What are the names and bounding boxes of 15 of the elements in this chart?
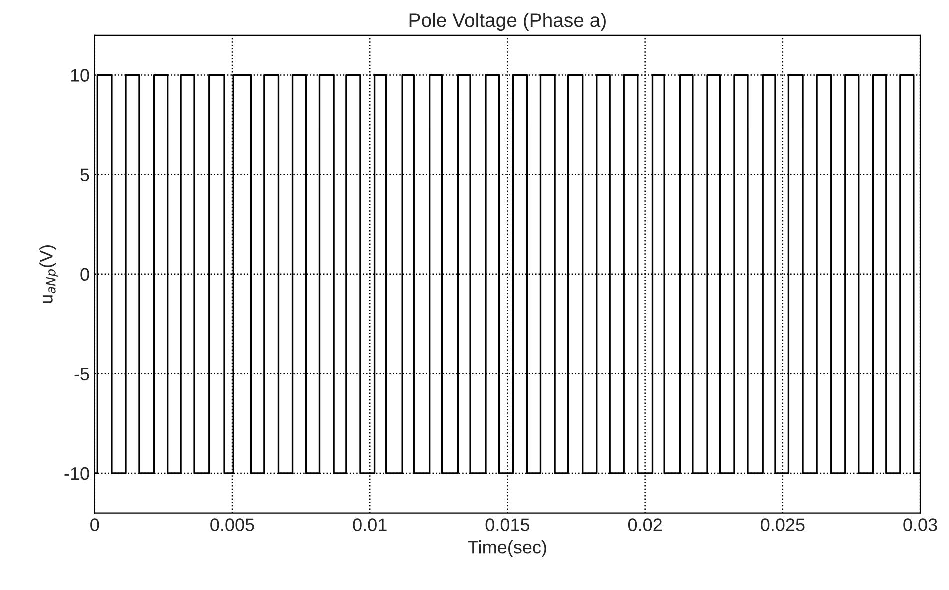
y-tick-label: 10 <box>71 69 90 82</box>
x-tick-label: 0.03 <box>904 518 938 532</box>
x-tick-label: 0.025 <box>761 518 805 532</box>
x-tick-label: 0.01 <box>353 518 387 532</box>
x-tick-label: 0.005 <box>210 518 254 532</box>
x-tick-label: 0.015 <box>486 518 530 532</box>
y-tick-label: -10 <box>64 467 90 480</box>
chart-title: Pole Voltage (Phase a) <box>410 12 606 32</box>
y-tick-label: 5 <box>80 168 90 182</box>
x-axis-title: Time(sec) <box>468 540 546 558</box>
x-tick-label: 0 <box>90 518 100 532</box>
y-tick-label: -5 <box>74 368 90 381</box>
y-axis-title: u$_{aNp}$(V) <box>40 246 58 304</box>
x-tick-label: 0.02 <box>628 518 662 532</box>
y-tick-label: 0 <box>80 268 90 282</box>
